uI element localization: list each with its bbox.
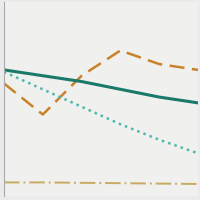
Total [80,106,83,108]
White [3,69,5,71]
Total [158,139,160,141]
White [119,88,122,90]
American Indian/Alaska Native [80,75,83,77]
Total [3,71,5,73]
White [80,80,83,83]
Total [119,123,122,125]
Hispanic [158,182,160,185]
Line: American Indian/Alaska Native: American Indian/Alaska Native [4,50,198,115]
White [42,75,44,77]
Line: Hispanic: Hispanic [4,182,198,184]
American Indian/Alaska Native [197,69,199,71]
American Indian/Alaska Native [42,113,44,116]
Line: Total: Total [4,72,198,153]
White [197,102,199,104]
Hispanic [197,183,199,185]
Hispanic [80,182,83,184]
Total [197,152,199,155]
American Indian/Alaska Native [119,49,122,52]
Hispanic [3,181,5,184]
Line: White: White [4,70,198,103]
American Indian/Alaska Native [158,63,160,65]
Hispanic [119,182,122,184]
Total [42,88,44,90]
American Indian/Alaska Native [3,82,5,85]
Hispanic [42,181,44,184]
White [158,96,160,98]
